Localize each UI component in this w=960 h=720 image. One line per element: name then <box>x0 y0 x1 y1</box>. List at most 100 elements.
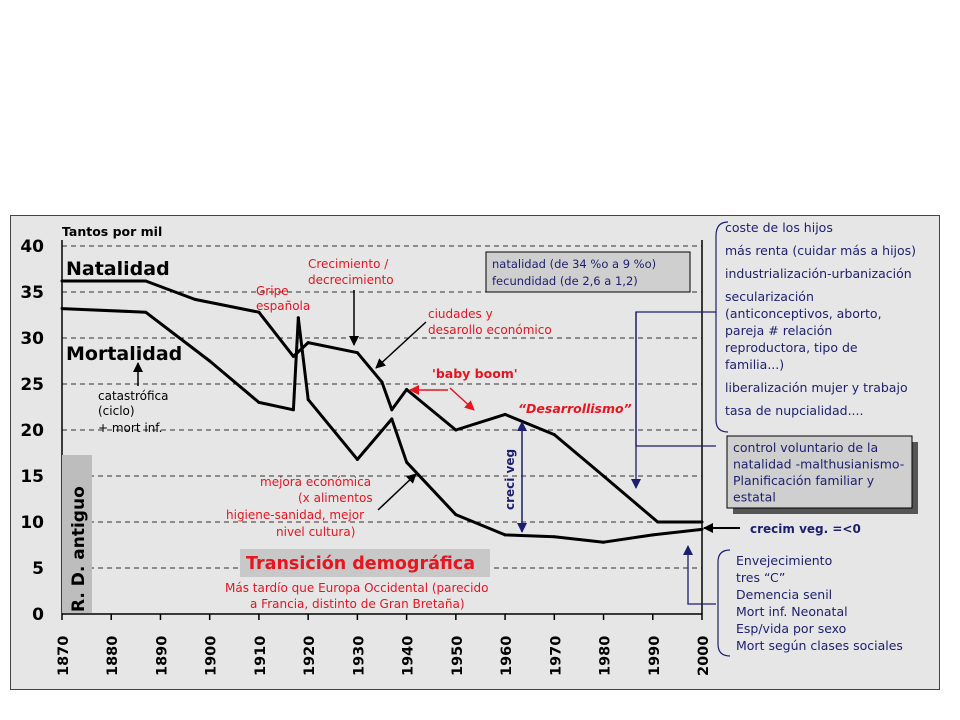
y-tick-labels: 0 5 10 15 20 25 30 35 40 <box>20 237 44 625</box>
control-line-0: control voluntario de la <box>733 440 878 455</box>
series-natalidad <box>62 279 702 524</box>
x-tick-1970: 1970 <box>548 636 564 676</box>
info-box-line-2: fecundidad (de 2,6 a 1,2) <box>492 274 638 288</box>
y-axis-label: Tantos por mil <box>62 224 162 239</box>
y-tick-25: 25 <box>20 375 44 395</box>
point-natalidad-0 <box>60 279 64 283</box>
mortalidad-label: Mortalidad <box>66 343 182 365</box>
gripe-line-1: Gripe <box>256 284 289 298</box>
y-tick-0: 0 <box>32 605 44 625</box>
cause-3-line-1: (anticonceptivos, aborto, <box>725 306 882 321</box>
catastrofica-line-3: + mort inf. <box>98 421 162 435</box>
transicion-sub-line-2: a Francia, distinto de Gran Bretaña) <box>250 597 465 611</box>
point-natalidad-13 <box>602 474 606 478</box>
transicion-title: Transición demográfica <box>246 554 475 574</box>
control-box <box>726 435 913 509</box>
x-tick-labels: 1870 1880 1890 1900 1910 1920 1930 1940 1950 1960… <box>56 614 712 676</box>
y-tick-20: 20 <box>20 421 44 441</box>
point-natalidad-7 <box>380 380 384 384</box>
point-natalidad-11 <box>503 412 507 416</box>
natalidad-label: Natalidad <box>66 258 170 280</box>
point-natalidad-6 <box>355 351 359 355</box>
point-natalidad-2 <box>193 297 197 301</box>
x-tick-1920: 1920 <box>302 636 318 676</box>
point-mortalidad-15 <box>700 527 704 531</box>
natalidad-info-box <box>485 251 691 293</box>
desarrollismo-label: “Desarrollismo” <box>518 401 632 416</box>
point-mortalidad-6 <box>306 398 310 402</box>
x-tick-1930: 1930 <box>351 636 367 676</box>
point-mortalidad-0 <box>60 307 64 311</box>
mejora-arrow <box>377 473 417 511</box>
aging-list: Envejecimiento tres “C” Demencia senil Mort… <box>736 553 903 653</box>
ciudades-line-2: desarollo económico <box>428 323 552 337</box>
catastrofica-line-2: (ciclo) <box>98 404 135 418</box>
point-mortalidad-3 <box>257 400 261 404</box>
connector-line <box>635 311 716 447</box>
point-mortalidad-9 <box>405 460 409 464</box>
point-natalidad-9 <box>405 388 409 392</box>
crecim-neg-label: crecim veg. =<0 <box>750 522 861 536</box>
x-tick-2000: 2000 <box>696 636 712 676</box>
point-mortalidad-14 <box>651 533 655 537</box>
ciudades-line-1: ciudades y <box>428 307 493 321</box>
cause-3-line-4: familia...) <box>725 357 784 372</box>
mejora-line-1: mejora económica <box>260 475 371 489</box>
point-mortalidad-8 <box>390 417 394 421</box>
y-tick-5: 5 <box>32 559 44 579</box>
x-tick-1890: 1890 <box>154 636 170 676</box>
mejora-line-2: (x alimentos <box>298 491 373 505</box>
aging-line-3: Mort inf. Neonatal <box>736 604 848 619</box>
causes-list: coste de los hijos más renta (cuidar más … <box>725 220 916 418</box>
rd-antiguo-label: R. D. antiguo <box>69 486 89 612</box>
cause-3-line-2: pareja # relación <box>725 323 832 338</box>
cause-2-line-0: industrialización-urbanización <box>725 266 912 281</box>
x-tick-1950: 1950 <box>450 636 466 676</box>
point-natalidad-15 <box>700 520 704 524</box>
point-mortalidad-13 <box>602 540 606 544</box>
point-mortalidad-7 <box>355 457 359 461</box>
control-line-3: estatal <box>733 490 776 505</box>
y-tick-15: 15 <box>20 467 44 487</box>
point-natalidad-8 <box>390 408 394 412</box>
x-tick-1990: 1990 <box>647 636 663 676</box>
aging-line-5: Mort según clases sociales <box>736 638 903 653</box>
transicion-sub-line-1: Más tardío que Europa Occidental (pareci… <box>225 581 488 595</box>
baby-boom-arrow-right <box>449 387 475 411</box>
creci-veg-label: creci veg <box>503 449 517 510</box>
y-tick-35: 35 <box>20 283 44 303</box>
aging-up-arrow <box>683 545 716 605</box>
cause-0-line-0: coste de los hijos <box>725 220 833 235</box>
x-tick-1980: 1980 <box>598 636 614 676</box>
x-tick-1960: 1960 <box>499 636 515 676</box>
cause-3-line-3: reproductora, tipo de <box>725 340 858 355</box>
y-tick-30: 30 <box>20 329 44 349</box>
aging-line-0: Envejecimiento <box>736 553 832 568</box>
cause-5-line-0: tasa de nupcialidad.... <box>725 403 863 418</box>
y-tick-10: 10 <box>20 513 44 533</box>
point-natalidad-1 <box>144 279 148 283</box>
point-natalidad-4 <box>291 354 295 358</box>
point-natalidad-12 <box>552 433 556 437</box>
x-tick-1880: 1880 <box>105 636 121 676</box>
mejora-line-3: higiene-sanidad, mejor <box>226 508 364 522</box>
causes-brace <box>715 221 729 433</box>
cause-3-line-0: secularización <box>725 289 814 304</box>
aging-line-1: tres “C” <box>736 570 785 585</box>
point-mortalidad-12 <box>552 535 556 539</box>
x-tick-1900: 1900 <box>204 636 220 676</box>
mejora-line-4: nivel cultura) <box>276 525 355 539</box>
point-mortalidad-2 <box>208 359 212 363</box>
series-group <box>60 279 704 544</box>
gripe-line-2: española <box>256 299 310 313</box>
point-mortalidad-4 <box>291 408 295 412</box>
rd-antiguo-box <box>62 455 92 613</box>
x-tick-1910: 1910 <box>253 636 269 676</box>
cause-1-line-0: más renta (cuidar más a hijos) <box>725 243 916 258</box>
ciudades-arrow <box>375 321 427 369</box>
point-natalidad-14 <box>656 520 660 524</box>
point-natalidad-5 <box>306 341 310 345</box>
point-mortalidad-10 <box>454 513 458 517</box>
transicion-title-box <box>240 549 490 577</box>
